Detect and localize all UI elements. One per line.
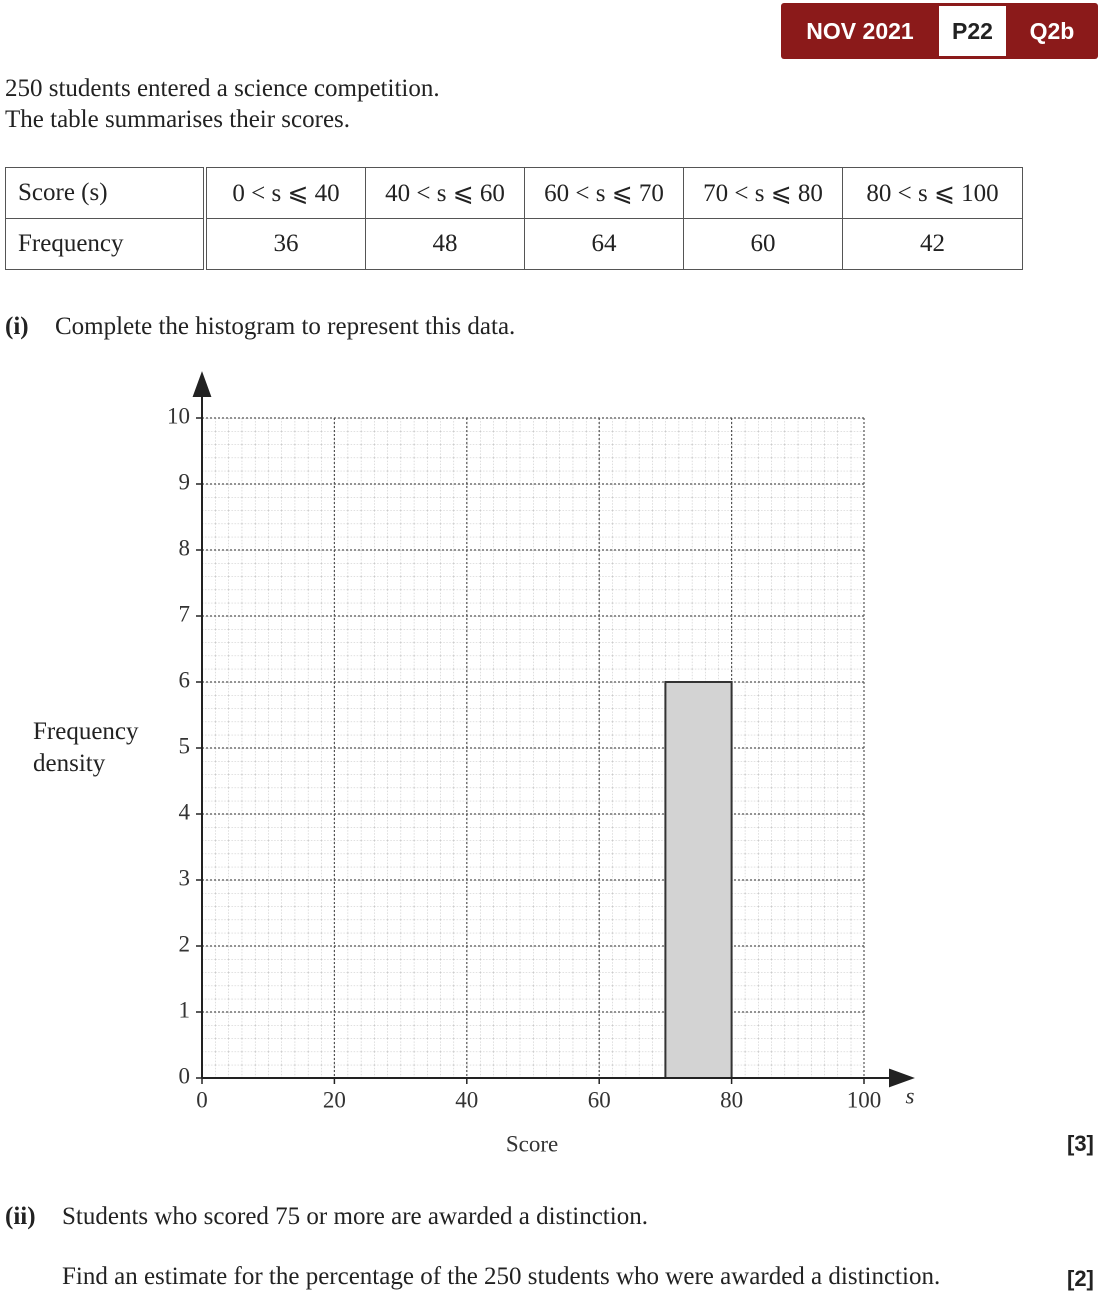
cell: 36	[204, 218, 366, 270]
x-axis	[202, 1068, 915, 1088]
intro-line: The table summarises their scores.	[5, 106, 351, 133]
x-tick-label: 20	[323, 1087, 346, 1112]
y-axis-label: Frequency density	[33, 718, 139, 777]
cell: 64	[524, 218, 684, 270]
y-tick-label: 9	[179, 469, 191, 494]
x-tick-label: 80	[720, 1087, 743, 1112]
header-cell: 80 < s ⩽ 100	[842, 167, 1023, 219]
marks: [3]	[1067, 1131, 1094, 1156]
cell: 48	[365, 218, 525, 270]
bar	[664, 681, 733, 1079]
x-tick-label: 0	[196, 1087, 208, 1112]
y-tick-label: 5	[179, 733, 191, 758]
y-tick-label: 7	[179, 601, 191, 626]
session: NOV 2021	[806, 18, 914, 44]
part-text: Find an estimate for the percentage of t…	[62, 1263, 941, 1290]
cell: 42	[842, 218, 1023, 270]
part-text: Complete the histogram to represent this…	[55, 313, 516, 340]
paper: P22	[939, 6, 1006, 56]
header-cell: 70 < s ⩽ 80	[683, 167, 843, 219]
x-tick-label: 40	[455, 1087, 478, 1112]
x-tick-label: 100	[847, 1087, 882, 1112]
badge: NOV 2021 P22 Q2b	[781, 3, 1098, 59]
y-tick-label: 3	[179, 865, 191, 890]
part-text: Students who scored 75 or more are award…	[62, 1203, 648, 1230]
x-axis-label: Score	[506, 1131, 558, 1156]
marks: [2]	[1067, 1266, 1094, 1291]
part-label: (i)	[5, 313, 29, 340]
y-axis	[192, 371, 212, 1078]
header-cell: Score (s)	[5, 167, 207, 219]
intro-line: 250 students entered a science competiti…	[5, 75, 440, 102]
x-tick-label: 60	[588, 1087, 611, 1112]
y-tick-label: 10	[167, 403, 190, 428]
header-cell: 0 < s ⩽ 40	[204, 167, 366, 219]
y-tick-label: 0	[179, 1063, 191, 1088]
y-tick-label: 8	[179, 535, 191, 560]
header-cell: 40 < s ⩽ 60	[365, 167, 525, 219]
y-tick-label: 6	[179, 667, 191, 692]
y-tick-label: 2	[179, 931, 191, 956]
x-axis-symbol: s	[906, 1083, 915, 1108]
part-label: (ii)	[5, 1203, 36, 1230]
row-label: Frequency	[5, 218, 207, 270]
y-tick-label: 4	[179, 799, 191, 824]
header-cell: 60 < s ⩽ 70	[524, 167, 684, 219]
minor-grid	[202, 418, 864, 1078]
cell: 60	[683, 218, 843, 270]
y-tick-label: 1	[179, 997, 191, 1022]
score-table: Score (s) 0 < s ⩽ 40 40 < s ⩽ 60 60 < s …	[5, 167, 1023, 270]
question: Q2b	[1029, 18, 1075, 44]
